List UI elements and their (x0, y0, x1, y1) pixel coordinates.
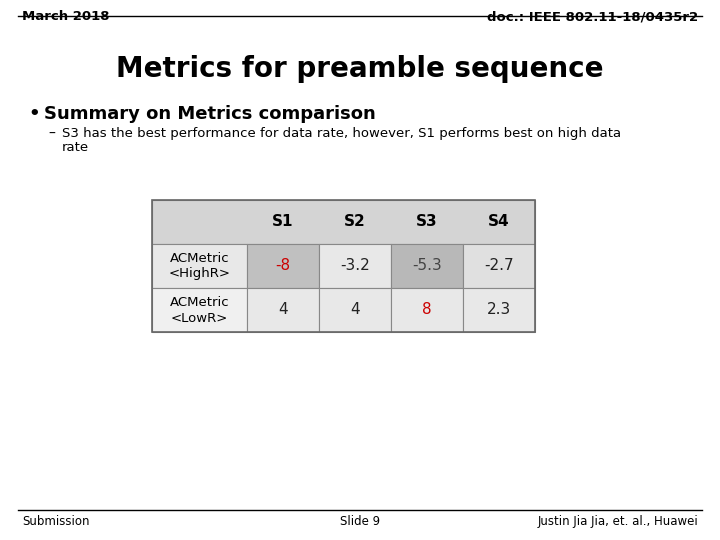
Text: Slide 9: Slide 9 (340, 515, 380, 528)
Text: Metrics for preamble sequence: Metrics for preamble sequence (116, 55, 604, 83)
Text: 4: 4 (350, 302, 360, 318)
Text: S3: S3 (416, 214, 438, 230)
Text: 2.3: 2.3 (487, 302, 511, 318)
Text: ACMetric
<LowR>: ACMetric <LowR> (170, 295, 229, 325)
Text: Submission: Submission (22, 515, 89, 528)
Text: ACMetric
<HighR>: ACMetric <HighR> (168, 252, 230, 280)
Text: S4: S4 (488, 214, 510, 230)
Text: -8: -8 (276, 259, 291, 273)
Text: rate: rate (62, 141, 89, 154)
Text: Justin Jia Jia, et. al., Huawei: Justin Jia Jia, et. al., Huawei (537, 515, 698, 528)
Text: March 2018: March 2018 (22, 10, 109, 23)
Text: S3 has the best performance for data rate, however, S1 performs best on high dat: S3 has the best performance for data rat… (62, 127, 621, 140)
Text: S1: S1 (272, 214, 294, 230)
Text: doc.: IEEE 802.11-18/0435r2: doc.: IEEE 802.11-18/0435r2 (487, 10, 698, 23)
Text: -2.7: -2.7 (484, 259, 514, 273)
Text: 8: 8 (422, 302, 432, 318)
Text: –: – (48, 127, 55, 141)
Text: -3.2: -3.2 (340, 259, 370, 273)
Text: •: • (28, 105, 40, 123)
Text: S2: S2 (344, 214, 366, 230)
Text: -5.3: -5.3 (412, 259, 442, 273)
Text: 4: 4 (278, 302, 288, 318)
Text: Summary on Metrics comparison: Summary on Metrics comparison (44, 105, 376, 123)
